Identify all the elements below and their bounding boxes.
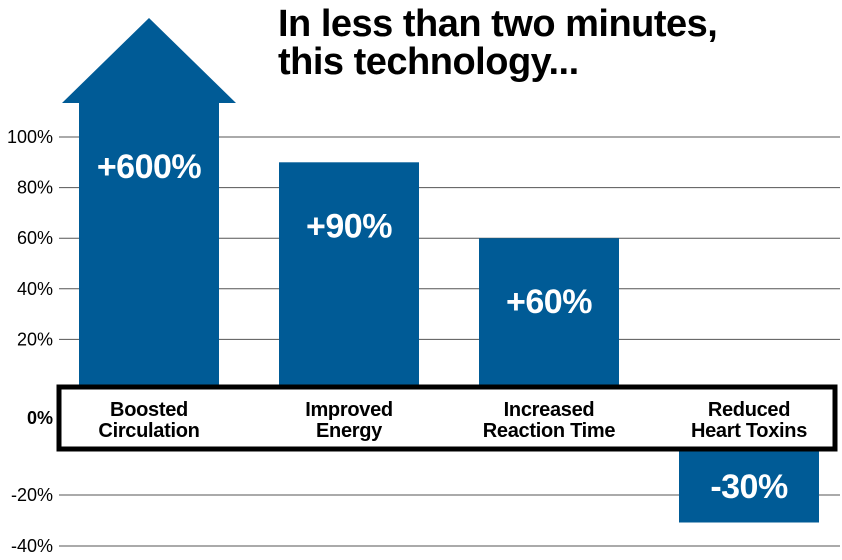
y-tick-label: 100% xyxy=(7,127,53,147)
data-label: +90% xyxy=(306,207,392,245)
category-label: Reduced xyxy=(708,399,790,421)
chart-title-line-2: this technology... xyxy=(278,41,579,83)
bar xyxy=(279,162,419,390)
data-labels: +600% +90% +60% -30% xyxy=(97,148,789,506)
y-tick-label: -20% xyxy=(11,485,53,505)
category-label: Improved xyxy=(305,399,393,421)
category-label: Boosted xyxy=(110,399,188,421)
y-axis-ticks: 100% 80% 60% 40% 20% 0% -20% -40% xyxy=(7,127,53,556)
y-tick-label: 20% xyxy=(17,329,53,349)
category-label: Increased xyxy=(504,399,595,421)
category-label: Heart Toxins xyxy=(691,420,807,442)
bar-arrow xyxy=(62,18,236,390)
data-label: +60% xyxy=(506,283,592,321)
data-label: +600% xyxy=(97,148,202,186)
y-tick-label: 80% xyxy=(17,178,53,198)
bar xyxy=(679,446,819,523)
category-label: Circulation xyxy=(98,420,199,442)
y-tick-label: -40% xyxy=(11,536,53,556)
zero-axis-band xyxy=(56,384,838,452)
y-tick-label: 40% xyxy=(17,279,53,299)
bar xyxy=(479,238,619,390)
category-label: Energy xyxy=(316,420,383,442)
bars xyxy=(62,18,819,523)
chart-title-line-1: In less than two minutes, xyxy=(278,3,717,45)
y-tick-label: 60% xyxy=(17,228,53,248)
category-label: Reaction Time xyxy=(483,420,616,442)
y-tick-label: 0% xyxy=(27,408,53,428)
data-label: -30% xyxy=(710,468,788,506)
